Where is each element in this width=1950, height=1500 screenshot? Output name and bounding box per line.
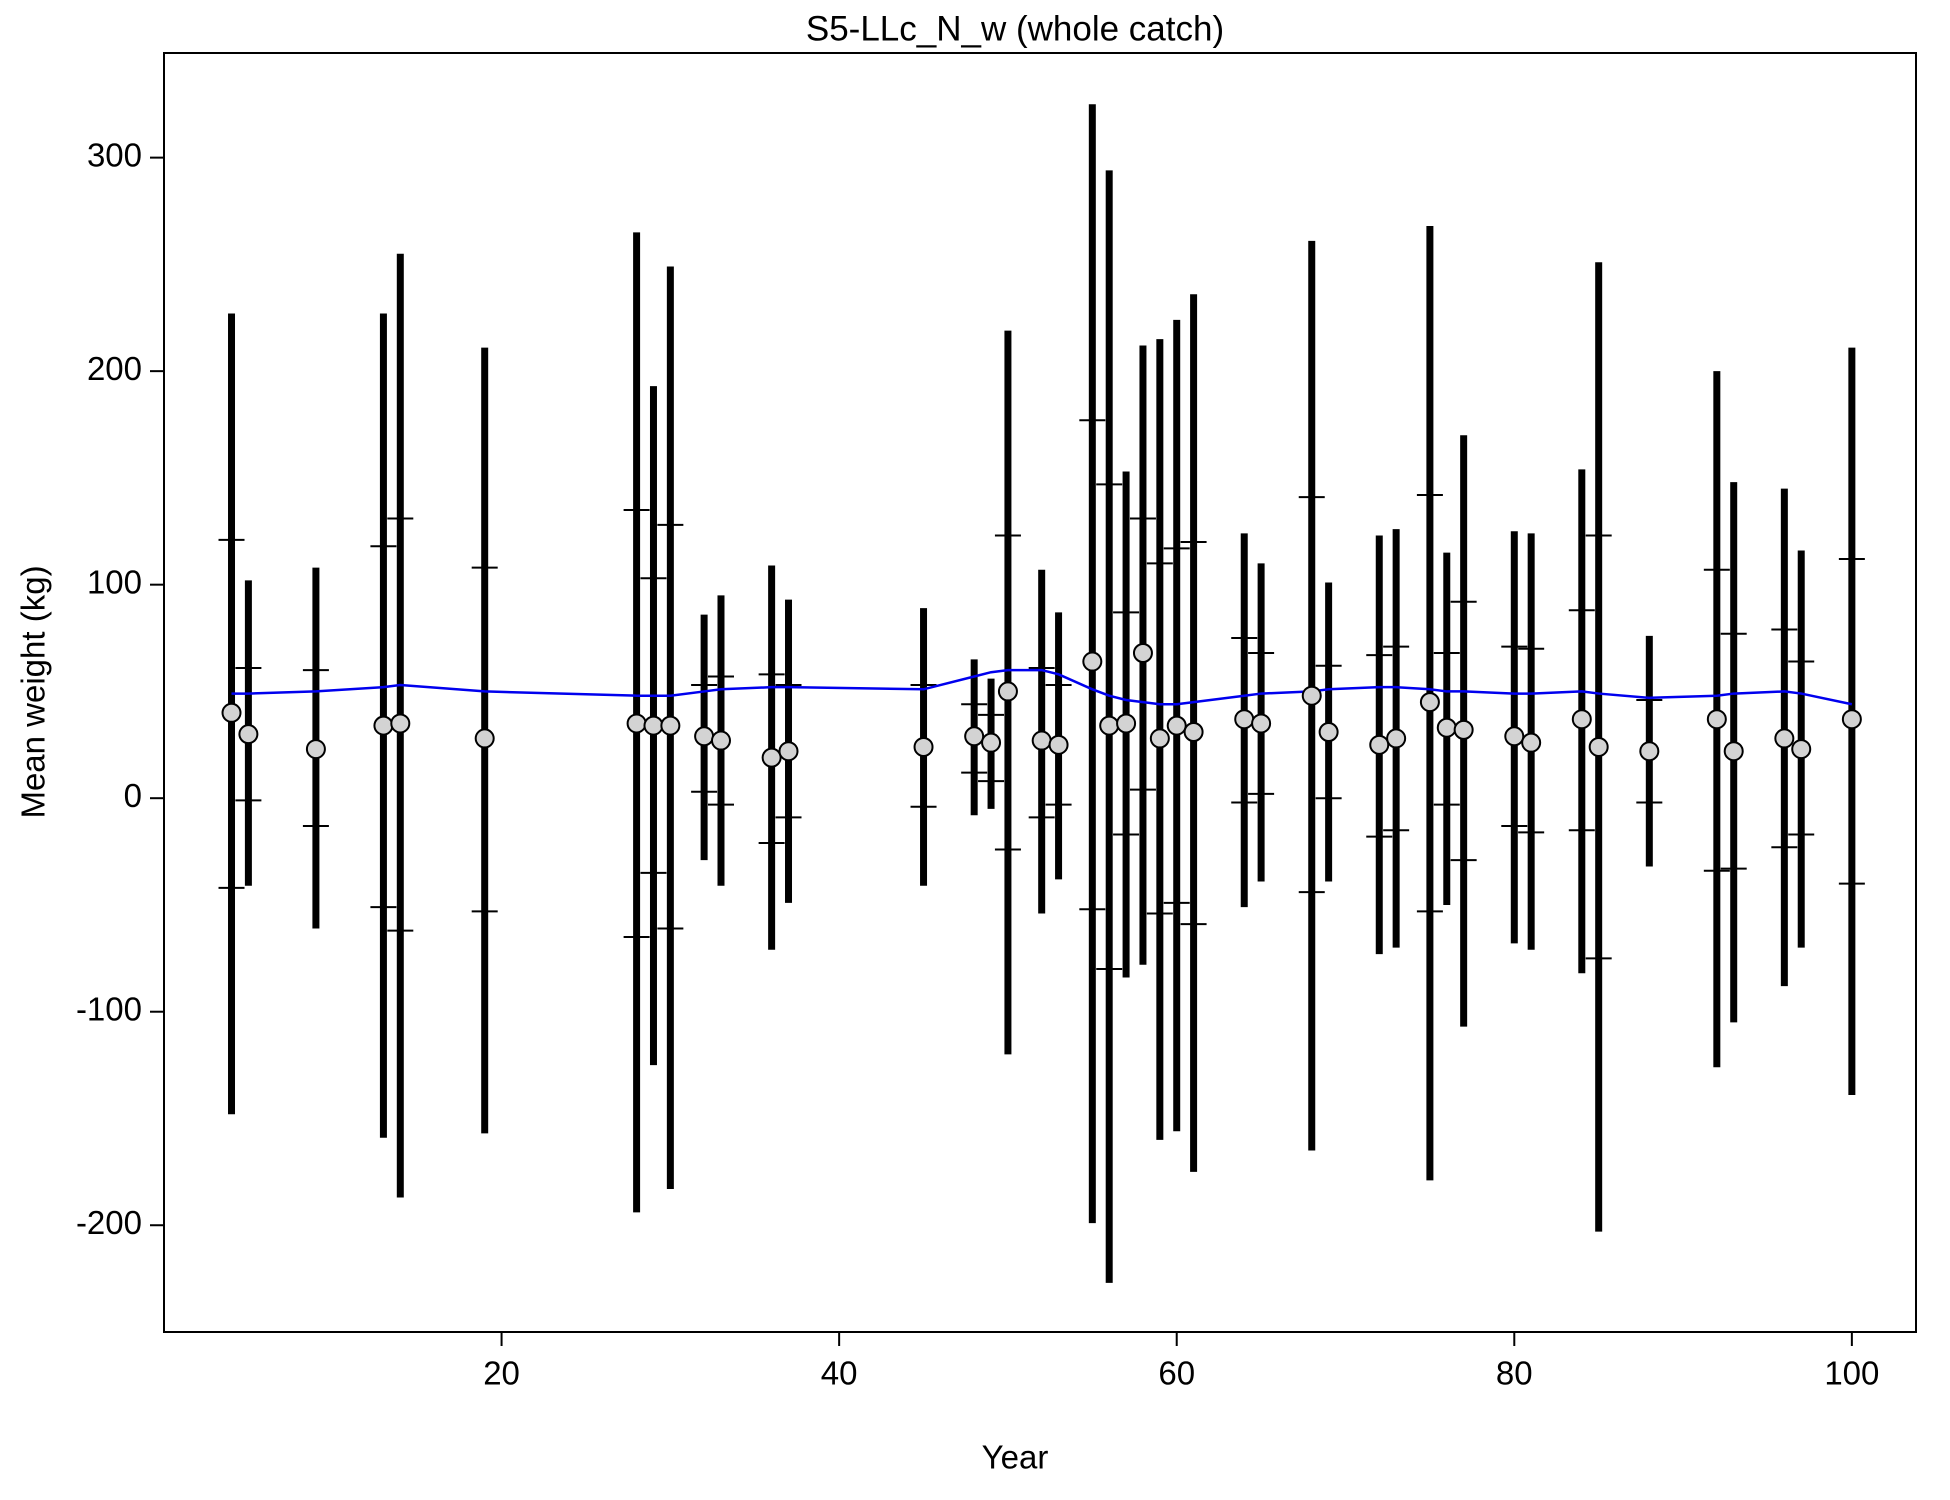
observed-point <box>1453 719 1474 740</box>
observed-point <box>1183 722 1204 743</box>
y-tick-label: -200 <box>76 1204 142 1241</box>
observed-point <box>1436 717 1457 738</box>
plot-frame <box>163 52 1917 1333</box>
observed-point <box>305 739 326 760</box>
observed-point <box>643 715 664 736</box>
observed-point <box>474 728 495 749</box>
observed-point <box>1251 713 1272 734</box>
observed-point <box>1166 715 1187 736</box>
y-tick-label: 0 <box>124 777 142 814</box>
x-tick-label: 60 <box>1158 1355 1195 1392</box>
observed-point <box>1132 642 1153 663</box>
observed-point <box>778 741 799 762</box>
y-tick-label: -100 <box>76 990 142 1027</box>
observed-point <box>1774 728 1795 749</box>
expected-line <box>231 668 1853 706</box>
observed-point <box>1791 739 1812 760</box>
observed-point <box>1639 741 1660 762</box>
observed-point <box>660 715 681 736</box>
observed-point <box>1099 715 1120 736</box>
observed-point <box>981 732 1002 753</box>
y-tick-label: 300 <box>87 136 142 173</box>
observed-point <box>1504 726 1525 747</box>
y-axis-label: Mean weight (kg) <box>15 565 52 818</box>
observed-point <box>1082 651 1103 672</box>
observed-point <box>1234 709 1255 730</box>
observed-point <box>694 726 715 747</box>
x-axis-label: Year <box>982 1439 1049 1476</box>
observed-point <box>1571 709 1592 730</box>
observed-point <box>997 681 1018 702</box>
observed-point <box>761 747 782 768</box>
observed-point <box>1723 741 1744 762</box>
observed-point <box>1369 734 1390 755</box>
x-tick-label: 40 <box>821 1355 858 1392</box>
observed-point <box>1521 732 1542 753</box>
x-tick-label: 100 <box>1824 1355 1879 1392</box>
observed-point <box>390 713 411 734</box>
chart-title: S5-LLc_N_w (whole catch) <box>806 9 1224 48</box>
observed-point <box>221 702 242 723</box>
observed-point <box>626 713 647 734</box>
y-tick-label: 100 <box>87 563 142 600</box>
observed-point <box>1116 713 1137 734</box>
observed-point <box>1149 728 1170 749</box>
observed-point <box>964 726 985 747</box>
observed-point <box>1031 730 1052 751</box>
y-tick-label: 200 <box>87 350 142 387</box>
x-tick-label: 80 <box>1496 1355 1533 1392</box>
observed-point <box>238 724 259 745</box>
observed-point <box>1318 722 1339 743</box>
observed-point <box>1048 734 1069 755</box>
x-tick-label: 20 <box>483 1355 520 1392</box>
observed-point <box>1588 736 1609 757</box>
observed-point <box>1301 685 1322 706</box>
observed-point <box>1386 728 1407 749</box>
observed-point <box>1841 709 1862 730</box>
observed-point <box>373 715 394 736</box>
observed-point <box>913 736 934 757</box>
observed-point <box>1706 709 1727 730</box>
observed-point <box>1419 692 1440 713</box>
observed-point <box>710 730 731 751</box>
